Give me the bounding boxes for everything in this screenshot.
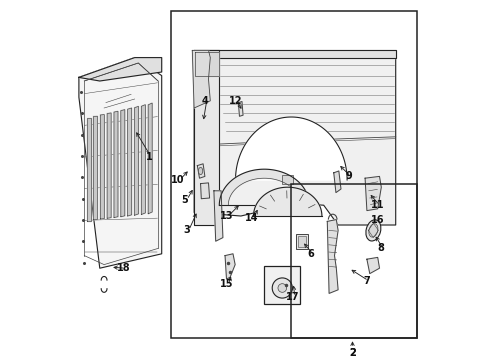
Polygon shape: [86, 118, 90, 220]
Polygon shape: [194, 58, 395, 225]
Polygon shape: [326, 220, 337, 293]
Text: 11: 11: [370, 200, 384, 210]
Text: 2: 2: [348, 348, 355, 358]
Text: 13: 13: [219, 211, 233, 221]
Polygon shape: [253, 187, 321, 216]
Text: 5: 5: [182, 195, 188, 205]
Text: 3: 3: [183, 225, 190, 235]
Text: 2: 2: [348, 348, 355, 358]
Polygon shape: [224, 254, 235, 279]
Polygon shape: [365, 176, 381, 211]
Polygon shape: [213, 191, 223, 241]
Text: 6: 6: [307, 249, 314, 259]
Text: 1: 1: [145, 152, 152, 162]
Ellipse shape: [198, 167, 203, 175]
FancyBboxPatch shape: [263, 266, 299, 304]
Bar: [170, 11, 416, 338]
Polygon shape: [79, 58, 162, 268]
Polygon shape: [121, 110, 124, 217]
Polygon shape: [235, 117, 346, 180]
Polygon shape: [100, 114, 104, 219]
Polygon shape: [134, 106, 138, 215]
Bar: [291, 184, 416, 338]
Polygon shape: [114, 111, 118, 217]
Polygon shape: [333, 171, 340, 193]
Polygon shape: [194, 50, 219, 225]
Text: 15: 15: [219, 279, 233, 289]
Ellipse shape: [368, 224, 377, 237]
Polygon shape: [197, 164, 204, 178]
Polygon shape: [366, 257, 379, 274]
Ellipse shape: [365, 220, 380, 241]
Text: 12: 12: [228, 96, 242, 106]
Polygon shape: [148, 103, 152, 214]
Text: 16: 16: [370, 215, 384, 225]
Text: 10: 10: [171, 175, 184, 185]
Circle shape: [272, 278, 292, 298]
Text: 7: 7: [363, 276, 369, 286]
Polygon shape: [79, 58, 162, 81]
Polygon shape: [194, 50, 395, 58]
Polygon shape: [107, 113, 111, 218]
Text: 8: 8: [377, 243, 384, 253]
Polygon shape: [127, 108, 131, 216]
Polygon shape: [93, 116, 97, 220]
Polygon shape: [200, 183, 209, 199]
FancyBboxPatch shape: [297, 236, 305, 247]
Polygon shape: [195, 52, 218, 76]
Circle shape: [277, 284, 286, 292]
Polygon shape: [141, 105, 145, 215]
Text: 4: 4: [201, 96, 208, 106]
Text: 17: 17: [286, 292, 299, 302]
Text: 18: 18: [117, 263, 130, 273]
Polygon shape: [238, 102, 243, 116]
FancyBboxPatch shape: [295, 234, 307, 249]
Polygon shape: [192, 50, 210, 108]
Text: 9: 9: [345, 171, 351, 181]
Text: 14: 14: [244, 213, 258, 223]
Polygon shape: [219, 169, 309, 205]
FancyBboxPatch shape: [281, 175, 292, 184]
